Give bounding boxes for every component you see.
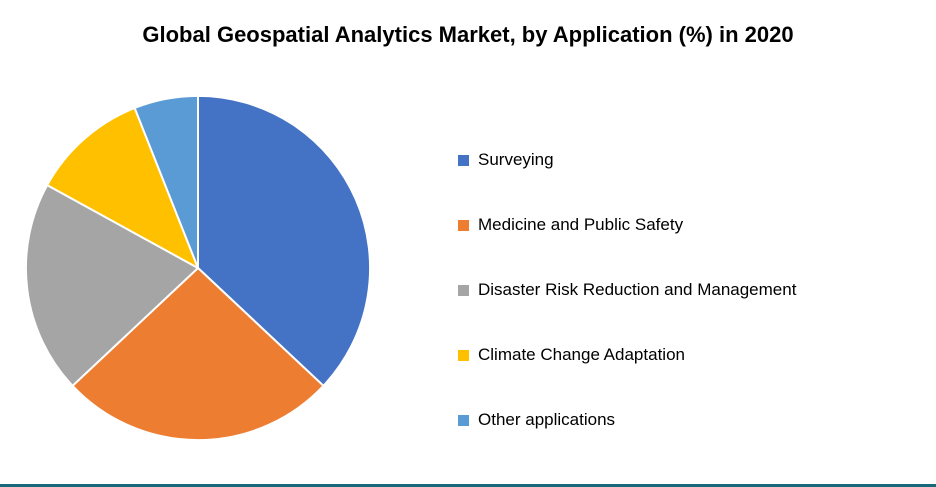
pie-slice-0 <box>197 94 372 387</box>
legend: Surveying Medicine and Public Safety Disas… <box>458 150 796 430</box>
legend-item: Medicine and Public Safety <box>458 215 796 235</box>
chart-title: Global Geospatial Analytics Market, by A… <box>142 22 794 47</box>
legend-item: Surveying <box>458 150 796 170</box>
pie-slice-4 <box>133 94 199 269</box>
legend-item: Other applications <box>458 410 796 430</box>
footer-accent-line <box>0 484 936 487</box>
legend-item: Climate Change Adaptation <box>458 345 796 365</box>
legend-label: Disaster Risk Reduction and Management <box>478 280 797 299</box>
pie-slice-1 <box>71 267 325 442</box>
legend-swatch-icon <box>458 219 469 231</box>
pie-slice-2 <box>24 184 199 387</box>
pie-slice-3 <box>46 107 199 269</box>
legend-label: Surveying <box>478 150 554 169</box>
legend-label: Medicine and Public Safety <box>478 215 684 234</box>
legend-label: Climate Change Adaptation <box>478 345 685 364</box>
legend-swatch-icon <box>458 414 469 426</box>
pie-chart-area <box>20 90 376 446</box>
legend-item: Disaster Risk Reduction and Management <box>458 280 796 300</box>
legend-swatch-icon <box>458 349 469 361</box>
legend-swatch-icon <box>458 284 469 296</box>
legend-swatch-icon <box>458 154 469 166</box>
pie-chart <box>24 94 372 442</box>
legend-label: Other applications <box>478 410 616 429</box>
